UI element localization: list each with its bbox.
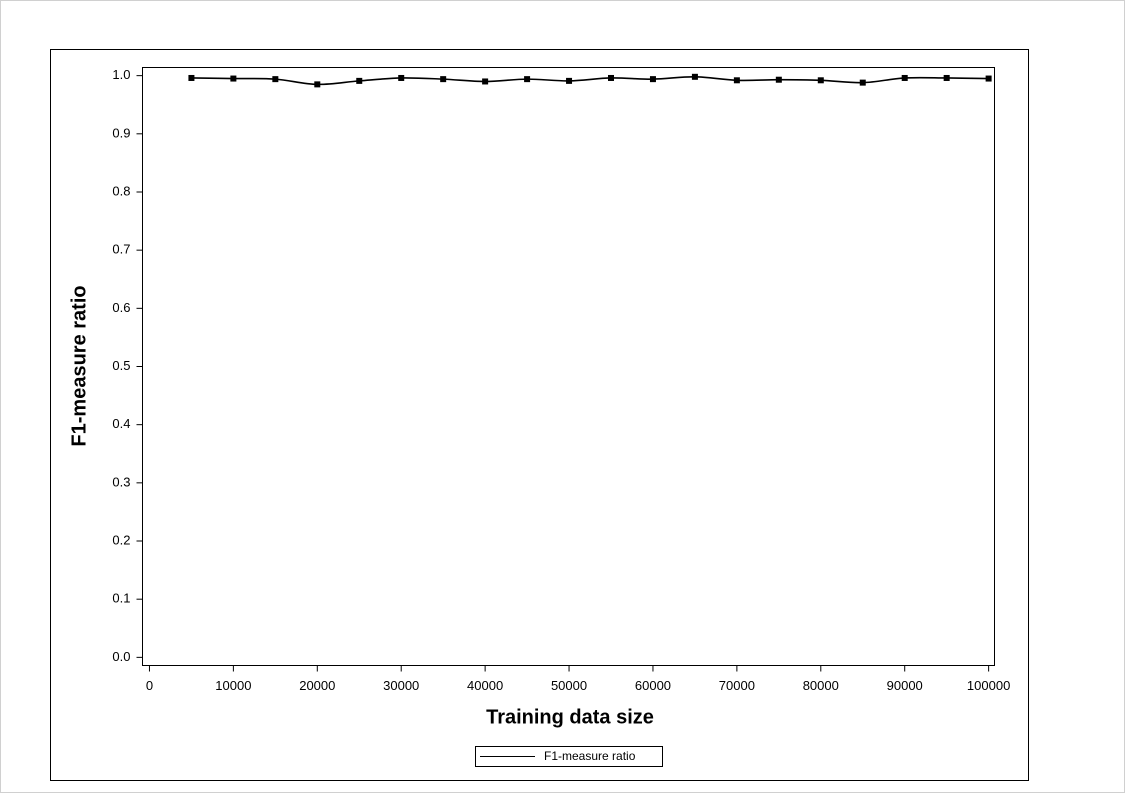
point-marker [482,78,489,85]
point-marker [733,77,740,84]
point-marker [272,76,279,83]
point-marker [398,74,405,81]
point-marker [775,76,782,83]
point-marker [188,74,195,81]
y-tick-label: 0.2 [112,532,130,547]
point-marker [314,81,321,88]
x-tick-label: 10000 [215,678,251,693]
point-marker [817,77,824,84]
x-tick-label: 20000 [299,678,335,693]
y-tick-label: 0.9 [112,125,130,140]
point-marker [356,77,363,84]
x-tick-label: 50000 [551,678,587,693]
point-marker [566,77,573,84]
x-tick-label: 30000 [383,678,419,693]
point-marker [985,75,992,82]
x-tick-label: 60000 [635,678,671,693]
point-marker [859,79,866,86]
y-tick-label: 1.0 [112,67,130,82]
y-axis-title: F1-measure ratio [68,285,90,446]
point-marker [524,76,531,83]
legend [475,746,663,767]
y-tick-label: 0.5 [112,358,130,373]
point-marker [608,74,615,81]
y-tick-label: 0.3 [112,474,130,489]
y-tick-label: 0.8 [112,183,130,198]
outer-frame [50,49,1029,781]
series-line [191,76,989,86]
x-tick-label: 90000 [887,678,923,693]
legend-label: F1-measure ratio [544,749,636,763]
point-marker [901,74,908,81]
y-tick-label: 0.0 [112,649,130,664]
x-tick-label: 70000 [719,678,755,693]
y-tick-label: 0.7 [112,242,130,257]
point-marker [230,75,237,82]
point-marker [691,73,698,80]
x-tick-label: 0 [146,678,153,693]
point-marker [440,76,447,83]
point-marker [943,74,950,81]
y-tick-label: 0.4 [112,416,130,431]
y-tick-label: 0.1 [112,591,130,606]
x-axis-title: Training data size [486,706,654,728]
point-marker [649,76,656,83]
x-tick-label: 100000 [967,678,1010,693]
y-tick-label: 0.6 [112,300,130,315]
x-tick-label: 80000 [803,678,839,693]
x-tick-label: 40000 [467,678,503,693]
